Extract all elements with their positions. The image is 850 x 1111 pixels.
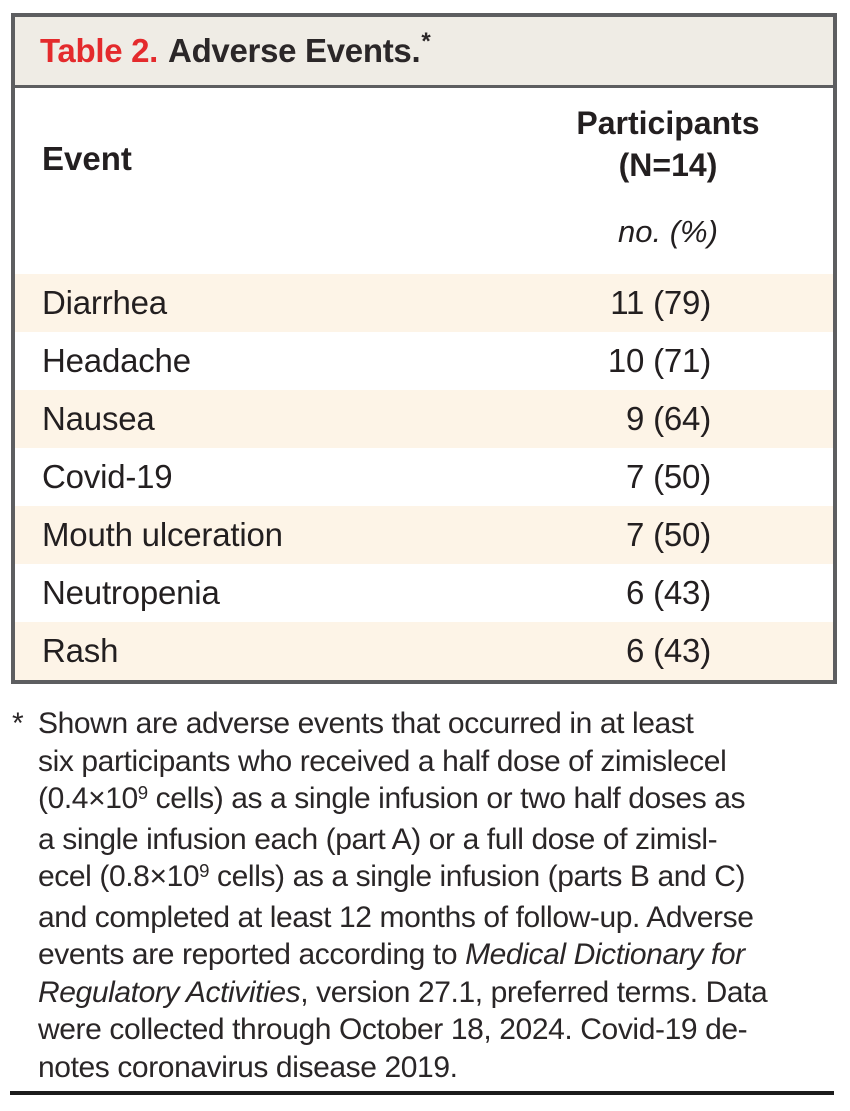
table-number-label: Table 2. (40, 32, 159, 69)
event-cell: Nausea (42, 400, 155, 437)
value-cell: 11 (79) (610, 284, 711, 321)
table-row: Nausea 9 (64) (15, 390, 833, 448)
footnote-line: Shown are adverse events that occurred i… (38, 707, 694, 740)
value-cell: 6 (43) (625, 632, 711, 669)
event-cell: Mouth ulceration (42, 516, 283, 553)
table-row: Headache 10 (71) (15, 332, 833, 390)
column-header-event: Event (42, 140, 132, 177)
footnote-line: six participants who received a half dos… (38, 744, 727, 778)
footnote-lines: Shown are adverse events that occurred i… (38, 705, 842, 1086)
participants-header-line1: Participants (576, 105, 760, 141)
table-title-text: Adverse Events. (168, 32, 421, 69)
footnote-line: Regulatory Activities, version 27.1, pre… (38, 975, 768, 1009)
table-row: Rash 6 (43) (15, 622, 833, 680)
footnote-marker: * (12, 707, 24, 740)
event-cell: Headache (42, 342, 191, 379)
footnote-line: notes coronavirus disease 2019. (38, 1050, 458, 1084)
value-cell: 9 (64) (625, 400, 711, 437)
table-row: Diarrhea 11 (79) (15, 274, 833, 332)
table-row: Covid-19 7 (50) (15, 448, 833, 506)
footnote-line: a single infusion each (part A) or a ful… (38, 822, 718, 856)
table-row: Neutropenia 6 (43) (15, 564, 833, 622)
event-cell: Rash (42, 632, 119, 669)
footnote-line: were collected through October 18, 2024.… (38, 1013, 748, 1046)
event-cell: Neutropenia (42, 574, 220, 611)
value-cell: 7 (50) (625, 516, 711, 553)
event-cell: Diarrhea (42, 284, 167, 321)
table-row: Mouth ulceration 7 (50) (15, 506, 833, 564)
column-header-participants: Participants (N=14) (501, 102, 835, 186)
title-footnote-marker: * (421, 28, 431, 55)
adverse-events-table: Table 2. Adverse Events. * Event Partici… (11, 13, 837, 684)
table-rows: Diarrhea 11 (79) Headache 10 (71) Nausea 9 (6… (15, 274, 833, 680)
bottom-rule (10, 1091, 834, 1095)
footnote-line: and completed at least 12 months of foll… (38, 900, 754, 934)
column-unit-label: no. (%) (618, 214, 718, 249)
table-column-header: Event Participants (N=14) no. (%) (15, 88, 833, 274)
value-cell: 6 (43) (625, 574, 711, 611)
footnote-line: (0.4×109 cells) as a single infusion or … (38, 781, 746, 815)
event-cell: Covid-19 (42, 458, 173, 495)
footnote-line: ecel (0.8×109 cells) as a single infusio… (38, 859, 746, 893)
table-footnote: * Shown are adverse events that occurred… (10, 705, 842, 1086)
footnote-line: events are reported according to Medical… (38, 938, 745, 971)
value-cell: 10 (71) (607, 342, 711, 379)
participants-header-line2: (N=14) (618, 147, 718, 183)
value-cell: 7 (50) (625, 458, 711, 495)
table-title-band: Table 2. Adverse Events. * (15, 17, 833, 88)
